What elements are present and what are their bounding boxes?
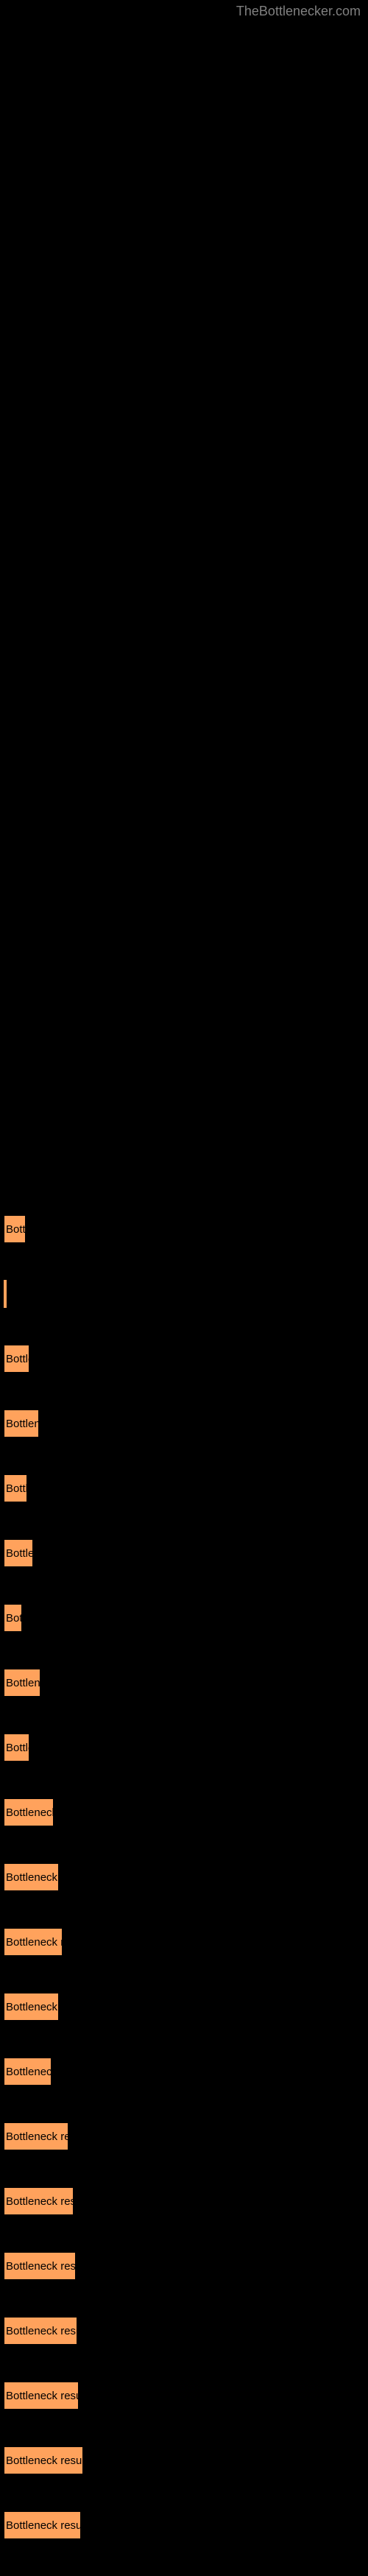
bar-row: Bottleneck result — [4, 2382, 368, 2410]
bar: Bottlen — [4, 1539, 33, 1567]
bar-row: Bottlenec — [4, 1669, 368, 1697]
bar: Bottleneck result — [4, 2252, 76, 2280]
bar-label: Bot — [6, 1612, 22, 1625]
bar-row: Bottleneck result — [4, 2511, 368, 2539]
bar: Bot — [4, 1604, 22, 1632]
bar: Bottle — [4, 1474, 27, 1502]
bar-label: Bottleneck result — [6, 2195, 74, 2208]
bar-label: Bottleneck result — [6, 2454, 83, 2467]
bar-label: Bottleneck result — [6, 1936, 63, 1949]
bar-label: Bottlenec — [6, 1677, 40, 1689]
bar: Bottleneck result — [4, 2382, 79, 2410]
bar-label: Bottlenec — [6, 1418, 39, 1430]
bar: Bottleneck result — [4, 2446, 83, 2474]
bar-row: Bot — [4, 1604, 368, 1632]
bar-row: Bottleneck res — [4, 1798, 368, 1826]
bar-row: Bottleneck result — [4, 2252, 368, 2280]
bar-row: Bottlenec — [4, 1410, 368, 1437]
bar-label: Bottleneck res — [6, 1806, 54, 1819]
bar: Bottleneck resu — [4, 1993, 59, 2021]
bar-label: Bott — [6, 1223, 26, 1236]
bar-chart: Bott Bottle Bottlenec Bottle Bottlen Bot Bottl… — [0, 0, 368, 2539]
bar: Bottleneck result — [4, 2122, 68, 2150]
bar: Bottle — [4, 1734, 29, 1762]
bar-label: Bottlen — [6, 1547, 33, 1560]
bar: Bottlenec — [4, 1669, 40, 1697]
bar-label: Bottleneck result — [6, 2130, 68, 2143]
bar-label: Bottleneck result — [6, 2390, 79, 2402]
bar: Bottlenec — [4, 1410, 39, 1437]
bar: Bottleneck result — [4, 2511, 81, 2539]
bar-row: Bottle — [4, 1345, 368, 1373]
bar-label: Bottle — [6, 1482, 27, 1495]
bar-row: Bottlen — [4, 1539, 368, 1567]
bar: Bottleneck re — [4, 2058, 52, 2086]
bar-row: Bottle — [4, 1474, 368, 1502]
bar-label: Bottle — [6, 1353, 29, 1365]
bar-row: Bottleneck resu — [4, 1993, 368, 2021]
bar-label: Bottleneck resu — [6, 1871, 59, 1884]
bar-row: Bottle — [4, 1734, 368, 1762]
bar-label: Bottleneck resu — [6, 2001, 59, 2013]
bar-row — [4, 1280, 368, 1308]
bar-label: Bottleneck result — [6, 2260, 76, 2273]
bar: Bottleneck result — [4, 2317, 77, 2345]
bar-row: Bottleneck resu — [4, 1863, 368, 1891]
bar-row: Bottleneck result — [4, 2317, 368, 2345]
watermark-text: TheBottlenecker.com — [236, 4, 361, 19]
bar-label: Bottleneck result — [6, 2325, 77, 2337]
bar-row: Bottleneck re — [4, 2058, 368, 2086]
bar-row: Bottleneck result — [4, 2122, 368, 2150]
bar-row: Bott — [4, 1215, 368, 1243]
bar: Bottleneck res — [4, 1798, 54, 1826]
bar: Bottle — [4, 1345, 29, 1373]
bar: Bottleneck result — [4, 2187, 74, 2215]
bar-label: Bottle — [6, 1742, 29, 1754]
bar: Bott — [4, 1215, 26, 1243]
bar-label: Bottleneck result — [6, 2519, 81, 2532]
bar: Bottleneck resu — [4, 1863, 59, 1891]
bar-row: Bottleneck result — [4, 2446, 368, 2474]
bar-row: Bottleneck result — [4, 1928, 368, 1956]
bar-row: Bottleneck result — [4, 2187, 368, 2215]
bar: Bottleneck result — [4, 1928, 63, 1956]
bar — [4, 1280, 7, 1308]
bar-label: Bottleneck re — [6, 2066, 52, 2078]
